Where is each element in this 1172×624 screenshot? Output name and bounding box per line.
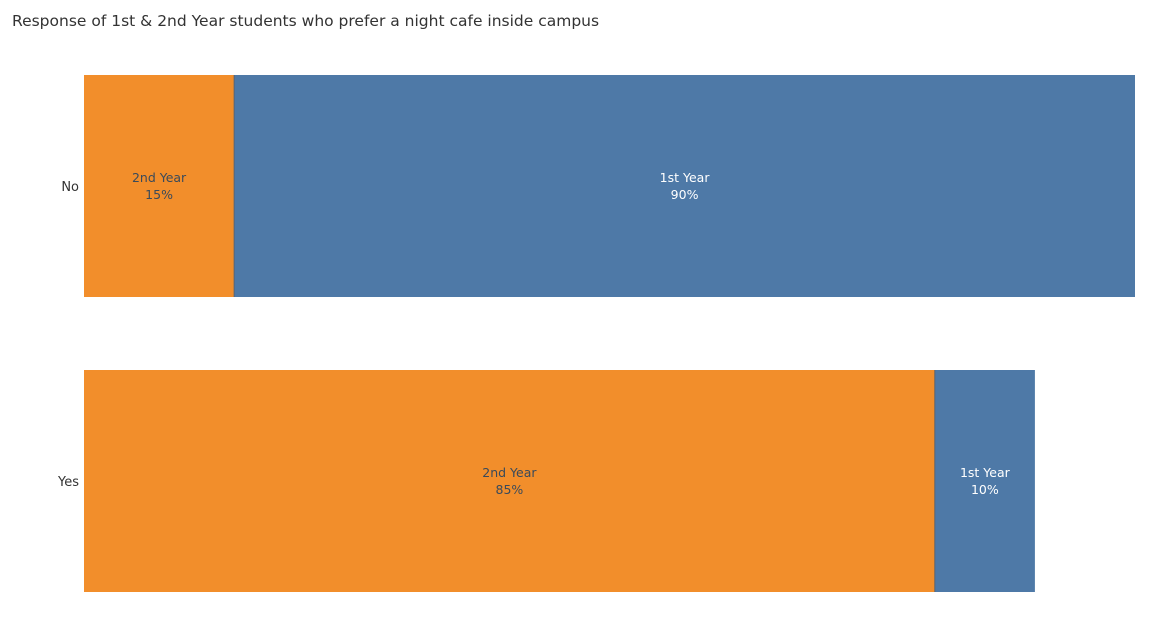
bar-value-label: 90%: [671, 187, 699, 202]
bar-series-label: 2nd Year: [482, 465, 537, 480]
bar-series-label: 2nd Year: [132, 170, 187, 185]
bar-series-label: 1st Year: [660, 170, 711, 185]
bar-series-label: 1st Year: [960, 465, 1011, 480]
bar-yes-1st-year[interactable]: [934, 370, 1035, 592]
bar-value-label: 15%: [145, 187, 173, 202]
bar-value-label: 10%: [971, 482, 999, 497]
bar-no-2nd-year[interactable]: [84, 75, 235, 297]
bar-no-1st-year[interactable]: [234, 75, 1136, 297]
bar-yes-2nd-year[interactable]: [84, 370, 935, 592]
category-label-no: No: [61, 180, 79, 195]
chart-title: Response of 1st & 2nd Year students who …: [12, 12, 600, 30]
bar-value-label: 85%: [496, 482, 524, 497]
category-label-yes: Yes: [57, 475, 79, 490]
